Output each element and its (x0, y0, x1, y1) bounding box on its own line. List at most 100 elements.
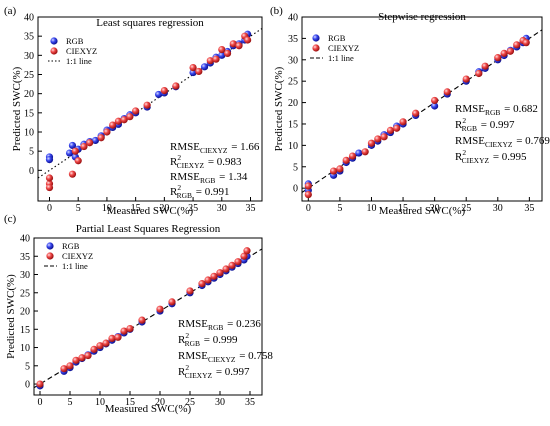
y-tick-label: 5 (293, 162, 298, 173)
y-tick-label: 40 (20, 234, 30, 245)
data-point-ciexyz (45, 174, 54, 182)
y-tick-label: 40 (24, 13, 34, 24)
data-point-ciexyz (348, 152, 357, 160)
y-tick-label: 15 (20, 325, 30, 336)
data-point-ciexyz (212, 55, 220, 63)
stat-line: R2 CIEXYZ = 0.997 (178, 363, 250, 380)
data-point-ciexyz (222, 265, 230, 273)
y-tick-label: 5 (29, 147, 34, 158)
legend-marker-ciexyz (50, 47, 58, 55)
data-point-ciexyz (210, 272, 218, 280)
plot-frame (301, 16, 543, 202)
data-point-ciexyz (304, 190, 312, 199)
data-point-ciexyz (36, 380, 44, 388)
legend-label: CIEXYZ (62, 251, 93, 261)
data-point-ciexyz (500, 49, 508, 57)
data-point-rgb (91, 136, 100, 145)
y-tick-label: 25 (288, 77, 298, 88)
legend-label: 1:1 line (62, 261, 88, 271)
y-axis-title: Predicted SWC(%) (11, 66, 23, 151)
data-point-rgb (65, 149, 74, 157)
y-tick-label: 25 (20, 288, 30, 299)
y-tick-label: 35 (288, 34, 298, 45)
x-tick-label: 15 (398, 203, 408, 214)
data-point-rgb (155, 90, 163, 99)
data-point-ciexyz (198, 280, 206, 288)
legend-label: RGB (66, 36, 84, 46)
chart-panel-1: 0 5 10 15 20 25 30 35 0 5 10 15 20 25 30 35 40 (a) Least s… (4, 5, 263, 217)
data-point-ciexyz (132, 107, 140, 115)
data-point-ciexyz (78, 354, 86, 362)
data-point-ciexyz (84, 351, 92, 360)
stat-line: RMSECIEXYZ = 0.758 (178, 350, 273, 364)
y-tick-label: 35 (20, 252, 30, 263)
legend-label: CIEXYZ (328, 43, 359, 53)
legend-marker-ciexyz (46, 252, 54, 260)
legend-label: RGB (62, 241, 80, 251)
legend-label: RGB (328, 33, 346, 43)
data-point-ciexyz (475, 69, 483, 78)
data-point-ciexyz (68, 170, 77, 178)
data-point-ciexyz (108, 334, 116, 343)
stat-line: RMSECIEXYZ = 1.66 (170, 141, 260, 155)
data-point-ciexyz (431, 96, 439, 105)
data-point-ciexyz (86, 139, 94, 147)
y-tick-label: 10 (288, 141, 298, 152)
series-ciexyz (36, 247, 251, 388)
data-point-ciexyz (126, 324, 134, 333)
y-tick-label: 25 (24, 70, 34, 81)
legend-marker-ciexyz (312, 44, 320, 52)
data-point-ciexyz (393, 124, 401, 132)
y-tick-label: 30 (24, 51, 34, 62)
data-point-ciexyz (361, 148, 369, 156)
data-point-ciexyz (90, 345, 98, 353)
y-tick-label: 10 (24, 128, 34, 139)
data-point-ciexyz (66, 362, 74, 370)
y-tick-label: 5 (25, 361, 30, 372)
chart-panel-2: 0 5 10 15 20 25 30 35 0 5 10 15 20 25 30 35 40 (b) Stepwis… (270, 5, 550, 217)
panel-label: (b) (270, 5, 283, 17)
x-tick-label: 5 (76, 203, 81, 214)
x-tick-label: 15 (131, 203, 141, 214)
data-point-ciexyz (218, 45, 226, 54)
data-point-ciexyz (513, 41, 521, 49)
data-point-rgb (200, 63, 209, 71)
data-point-ciexyz (120, 327, 128, 335)
x-tick-label: 20 (430, 203, 440, 214)
data-point-ciexyz (228, 261, 236, 269)
data-point-ciexyz (195, 67, 203, 76)
data-point-ciexyz (229, 40, 237, 48)
data-point-ciexyz (143, 101, 151, 109)
data-point-ciexyz (481, 62, 489, 70)
data-point-ciexyz (522, 39, 530, 47)
data-point-ciexyz (336, 165, 344, 173)
data-point-rgb (68, 141, 77, 150)
x-axis-title: Measured SWC(%) (107, 205, 194, 217)
x-tick-label: 5 (337, 203, 342, 214)
data-point-ciexyz (240, 252, 248, 260)
chart-title: Partial Least Squares Regression (76, 223, 221, 235)
stat-line: RMSECIEXYZ = 0.769 (455, 135, 550, 149)
series-ciexyz (45, 32, 252, 192)
data-point-ciexyz (367, 139, 376, 147)
data-point-ciexyz (160, 87, 168, 95)
legend-marker-rgb (46, 242, 54, 250)
y-tick-label: 30 (20, 270, 30, 281)
x-axis-title: Measured SWC(%) (379, 205, 466, 217)
x-tick-label: 35 (245, 397, 255, 408)
data-point-ciexyz (494, 54, 502, 62)
x-tick-label: 15 (125, 397, 135, 408)
chart-panel-3: 0 5 10 15 20 25 30 35 0 5 10 15 20 25 30 35 40(c) Partial… (4, 213, 273, 415)
x-tick-label: 0 (47, 203, 52, 214)
x-tick-label: 10 (366, 203, 376, 214)
x-tick-label: 20 (159, 203, 169, 214)
y-tick-label: 0 (293, 184, 298, 195)
data-point-ciexyz (462, 75, 470, 83)
data-point-rgb (189, 68, 197, 77)
data-point-ciexyz (342, 156, 350, 164)
panel-label: (c) (4, 213, 17, 225)
panel-label: (a) (4, 5, 17, 17)
stat-line: R2 RGB = 0.999 (178, 331, 238, 348)
